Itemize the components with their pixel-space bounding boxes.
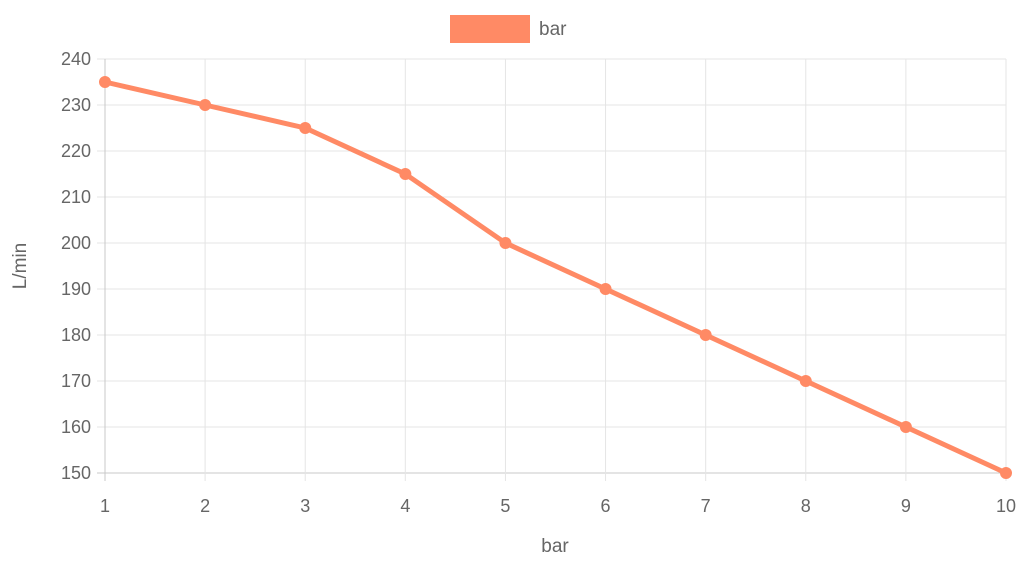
x-tick-label: 1 (100, 496, 110, 516)
axes: 150 160 170 180 190 200 210 220 230 240 1 2 3 4 5 6 7 8 9 1… (61, 49, 1016, 516)
data-point[interactable] (499, 237, 512, 249)
legend[interactable]: bar (450, 15, 567, 43)
data-point[interactable] (899, 421, 912, 433)
y-tick-label: 180 (61, 325, 91, 345)
x-tick-label: 4 (400, 496, 410, 516)
x-axis-title: bar (541, 536, 569, 557)
series-line (102, 79, 1009, 476)
x-tick-label: 6 (601, 496, 611, 516)
y-tick-label: 220 (61, 141, 91, 161)
data-point[interactable] (299, 122, 312, 134)
data-point[interactable] (399, 168, 412, 180)
y-tick-label: 190 (61, 279, 91, 299)
y-tick-label: 160 (61, 417, 91, 437)
x-tick-label: 5 (500, 496, 510, 516)
y-tick-label: 150 (61, 463, 91, 483)
x-tick-label: 2 (200, 496, 210, 516)
y-axis-title: L/min (10, 243, 31, 289)
data-point[interactable] (599, 283, 612, 295)
series-layer (99, 76, 1012, 479)
y-tick-label: 200 (61, 233, 91, 253)
legend-swatch[interactable] (450, 15, 530, 43)
x-tick-label: 10 (996, 496, 1016, 516)
y-tick-label: 240 (61, 49, 91, 69)
legend-label[interactable]: bar (539, 19, 567, 40)
data-point[interactable] (799, 375, 812, 387)
x-tick-label: 8 (801, 496, 811, 516)
x-tick-label: 3 (300, 496, 310, 516)
y-tick-label: 210 (61, 187, 91, 207)
x-tick-label: 9 (901, 496, 911, 516)
data-point[interactable] (199, 99, 212, 111)
grid (97, 58, 1007, 481)
data-point[interactable] (699, 329, 712, 341)
x-tick-label: 7 (701, 496, 711, 516)
data-point[interactable] (99, 76, 111, 88)
y-tick-label: 170 (61, 371, 91, 391)
y-tick-label: 230 (61, 95, 91, 115)
data-point[interactable] (1000, 467, 1012, 479)
